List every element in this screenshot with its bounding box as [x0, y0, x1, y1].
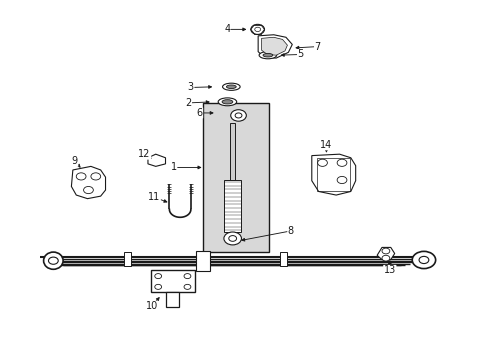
- Polygon shape: [376, 247, 394, 260]
- Text: 9: 9: [72, 156, 78, 166]
- Text: 13: 13: [383, 265, 395, 275]
- Circle shape: [155, 284, 161, 289]
- Bar: [151, 270, 194, 292]
- Polygon shape: [261, 37, 287, 55]
- Text: 10: 10: [145, 301, 158, 311]
- Circle shape: [254, 27, 260, 32]
- Circle shape: [317, 159, 327, 166]
- Circle shape: [381, 248, 389, 254]
- Ellipse shape: [43, 252, 63, 269]
- Ellipse shape: [259, 51, 276, 59]
- Polygon shape: [311, 154, 355, 195]
- Circle shape: [83, 186, 93, 194]
- Text: 12: 12: [138, 149, 150, 159]
- Ellipse shape: [222, 83, 240, 90]
- Bar: [203, 103, 268, 252]
- Circle shape: [183, 284, 190, 289]
- Bar: [196, 251, 209, 271]
- Circle shape: [250, 24, 264, 35]
- Circle shape: [48, 257, 58, 264]
- Bar: [166, 292, 179, 307]
- Circle shape: [235, 113, 242, 118]
- Circle shape: [155, 274, 161, 279]
- Circle shape: [76, 173, 86, 180]
- Text: 7: 7: [314, 42, 320, 51]
- Bar: [279, 252, 287, 266]
- Text: 6: 6: [196, 108, 203, 118]
- Circle shape: [411, 251, 435, 269]
- Circle shape: [230, 110, 246, 121]
- Text: 4: 4: [224, 24, 230, 35]
- Ellipse shape: [218, 98, 236, 106]
- Text: 1: 1: [170, 162, 177, 172]
- Ellipse shape: [263, 53, 272, 57]
- Text: 5: 5: [297, 49, 303, 59]
- Ellipse shape: [226, 85, 236, 89]
- Ellipse shape: [222, 100, 232, 104]
- Text: 3: 3: [187, 82, 194, 93]
- Circle shape: [91, 173, 101, 180]
- Bar: [123, 252, 131, 266]
- Circle shape: [336, 159, 346, 166]
- Bar: [224, 180, 241, 232]
- Circle shape: [418, 256, 428, 264]
- Circle shape: [183, 274, 190, 279]
- Text: 11: 11: [148, 192, 160, 202]
- Bar: [230, 123, 235, 180]
- Circle shape: [228, 235, 236, 241]
- Text: 8: 8: [287, 226, 293, 236]
- Polygon shape: [71, 166, 105, 199]
- Text: 14: 14: [320, 140, 332, 150]
- Polygon shape: [148, 154, 165, 166]
- Circle shape: [381, 255, 389, 261]
- Circle shape: [224, 232, 241, 245]
- Text: 2: 2: [185, 98, 191, 108]
- Bar: [316, 158, 349, 191]
- Circle shape: [336, 176, 346, 184]
- Polygon shape: [258, 35, 292, 58]
